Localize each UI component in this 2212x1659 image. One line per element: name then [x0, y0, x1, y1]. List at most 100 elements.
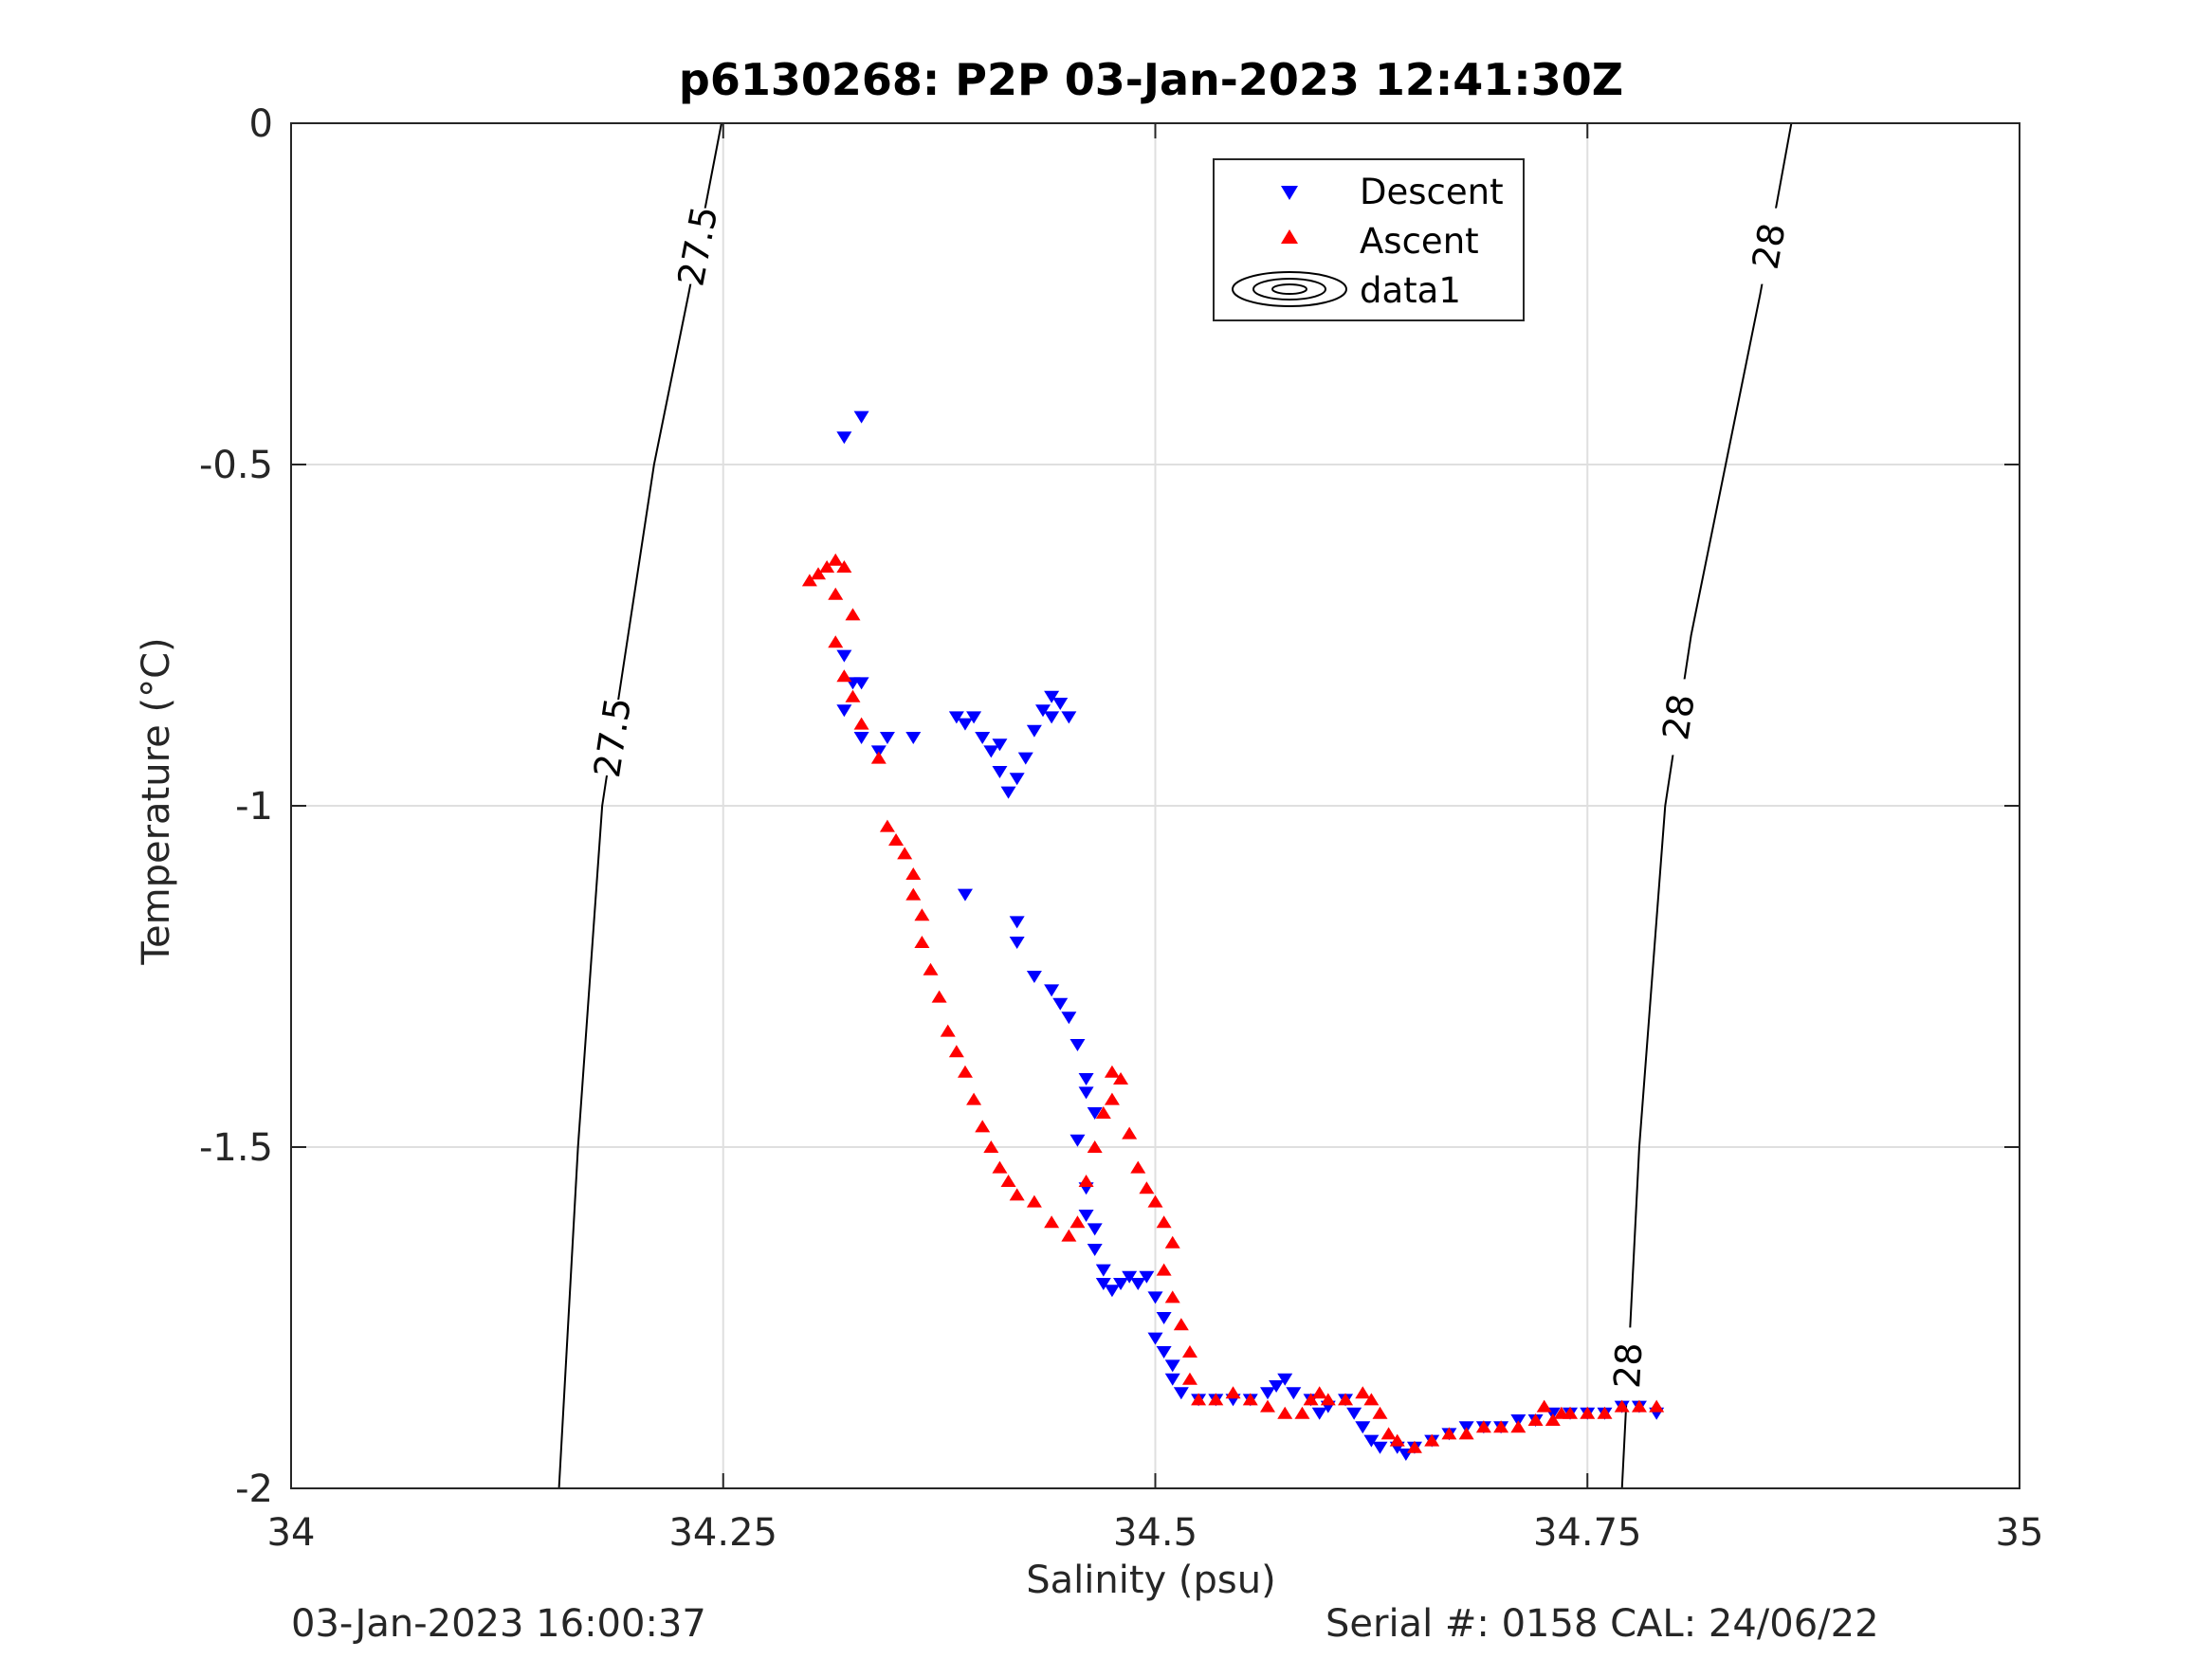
legend: Descent Ascent data1: [1213, 158, 1525, 321]
legend-ascent-label: Ascent: [1360, 221, 1479, 262]
descent-point: [966, 711, 982, 724]
descent-point: [836, 704, 852, 718]
ascent-point: [1597, 1406, 1613, 1419]
ascent-point: [1104, 1092, 1120, 1105]
descent-point: [1346, 1407, 1362, 1420]
ascent-point: [828, 587, 844, 600]
descent-point: [1035, 704, 1051, 718]
ascent-point: [836, 669, 852, 683]
legend-contour-icon: [1232, 271, 1347, 307]
ascent-point: [1389, 1433, 1405, 1447]
density-contour-line: [1620, 122, 1793, 1489]
descent-point: [1164, 1373, 1180, 1386]
descent-point: [1000, 786, 1016, 799]
ascent-point: [1087, 1140, 1103, 1153]
descent-point: [1087, 1244, 1103, 1256]
descent-point: [1052, 698, 1069, 710]
ascent-point: [1338, 1393, 1354, 1406]
ascent-point: [1510, 1420, 1526, 1433]
ascent-point: [828, 553, 844, 566]
descent-point: [1095, 1264, 1111, 1277]
descent-point: [879, 732, 895, 744]
ascent-point: [923, 962, 939, 975]
ascent-point: [1475, 1420, 1491, 1433]
ascent-point: [931, 990, 947, 1003]
footer-serial-calibration: Serial #: 0158 CAL: 24/06/22: [1325, 1602, 1879, 1646]
ascent-point: [811, 567, 827, 580]
descent-point: [853, 410, 869, 424]
y-tick-label: -2: [235, 1468, 273, 1511]
ascent-point: [1147, 1194, 1163, 1208]
x-tick-label: 34.25: [668, 1511, 777, 1555]
ascent-point: [1527, 1413, 1544, 1426]
descent-point: [1104, 1285, 1120, 1298]
x-tick-label: 34: [267, 1511, 316, 1555]
ascent-point: [1078, 1175, 1094, 1187]
ascent-point: [1009, 1188, 1025, 1201]
descent-point: [1269, 1380, 1285, 1393]
descent-point: [836, 649, 852, 663]
contour-label: 28: [1654, 691, 1703, 742]
descent-point: [1286, 1387, 1302, 1400]
descent-point: [1311, 1407, 1327, 1420]
contour-label: 28: [1606, 1341, 1650, 1390]
contour-label-bg: [1751, 208, 1786, 284]
chart-title: p6130268: P2P 03-Jan-2023 12:41:30Z: [679, 54, 1623, 105]
ascent-point: [1580, 1406, 1596, 1419]
y-axis-label: Temperature (°C): [135, 637, 178, 965]
footer-timestamp: 03-Jan-2023 16:00:37: [291, 1602, 706, 1646]
descent-point: [1355, 1421, 1371, 1434]
ascent-point: [1649, 1399, 1665, 1413]
axes: [290, 122, 2020, 1489]
descent-point: [1173, 1387, 1189, 1400]
ascent-point: [1380, 1427, 1397, 1440]
ascent-point: [1458, 1427, 1474, 1440]
ascent-point: [966, 1092, 982, 1105]
descent-point: [1009, 773, 1025, 786]
descent-point: [1130, 1278, 1146, 1290]
ascent-point: [819, 560, 835, 573]
descent-point: [957, 888, 973, 902]
ascent-point: [1113, 1072, 1129, 1085]
grid-lines: [291, 123, 2020, 1488]
ascent-point: [1069, 1215, 1086, 1229]
descent-point: [1095, 1278, 1111, 1290]
ascent-point: [845, 608, 861, 621]
ascent-point: [1320, 1393, 1336, 1406]
descent-point: [1061, 711, 1077, 724]
contour-label-bg: [680, 208, 715, 284]
ascent-point: [992, 1160, 1008, 1174]
y-tick-label: -1: [235, 785, 273, 829]
ascent-point: [1614, 1399, 1630, 1413]
descent-point: [1078, 1210, 1094, 1222]
ascent-point: [1026, 1194, 1042, 1208]
descent-point: [1078, 1086, 1094, 1100]
ascent-point: [1044, 1215, 1060, 1229]
ascent-point: [1311, 1386, 1327, 1399]
ascent-point: [914, 908, 930, 921]
descent-point: [1044, 690, 1060, 703]
descent-point: [1044, 984, 1060, 997]
descent-point: [1122, 1270, 1138, 1284]
descent-point: [853, 732, 869, 744]
ascent-point: [1191, 1393, 1207, 1406]
ascent-point: [1355, 1386, 1371, 1399]
descent-point: [1363, 1434, 1380, 1448]
ascent-point: [1259, 1399, 1275, 1413]
ascent-point: [914, 936, 930, 948]
y-tick-labels: 0 -0.5 -1 -1.5 -2: [199, 102, 273, 1511]
ascent-point: [1536, 1399, 1552, 1413]
density-contour-line: [558, 122, 722, 1489]
descent-point: [1087, 1107, 1103, 1120]
legend-descent-label: Descent: [1360, 172, 1504, 212]
ascent-point: [879, 819, 895, 832]
ascent-series: [801, 553, 1665, 1453]
ascent-point: [1242, 1393, 1258, 1406]
descent-point: [975, 732, 991, 744]
ascent-point: [1208, 1393, 1224, 1406]
descent-point: [1078, 1073, 1094, 1085]
legend-descent-marker: [1281, 186, 1298, 200]
descent-point: [853, 677, 869, 690]
ascent-point: [1164, 1235, 1180, 1249]
